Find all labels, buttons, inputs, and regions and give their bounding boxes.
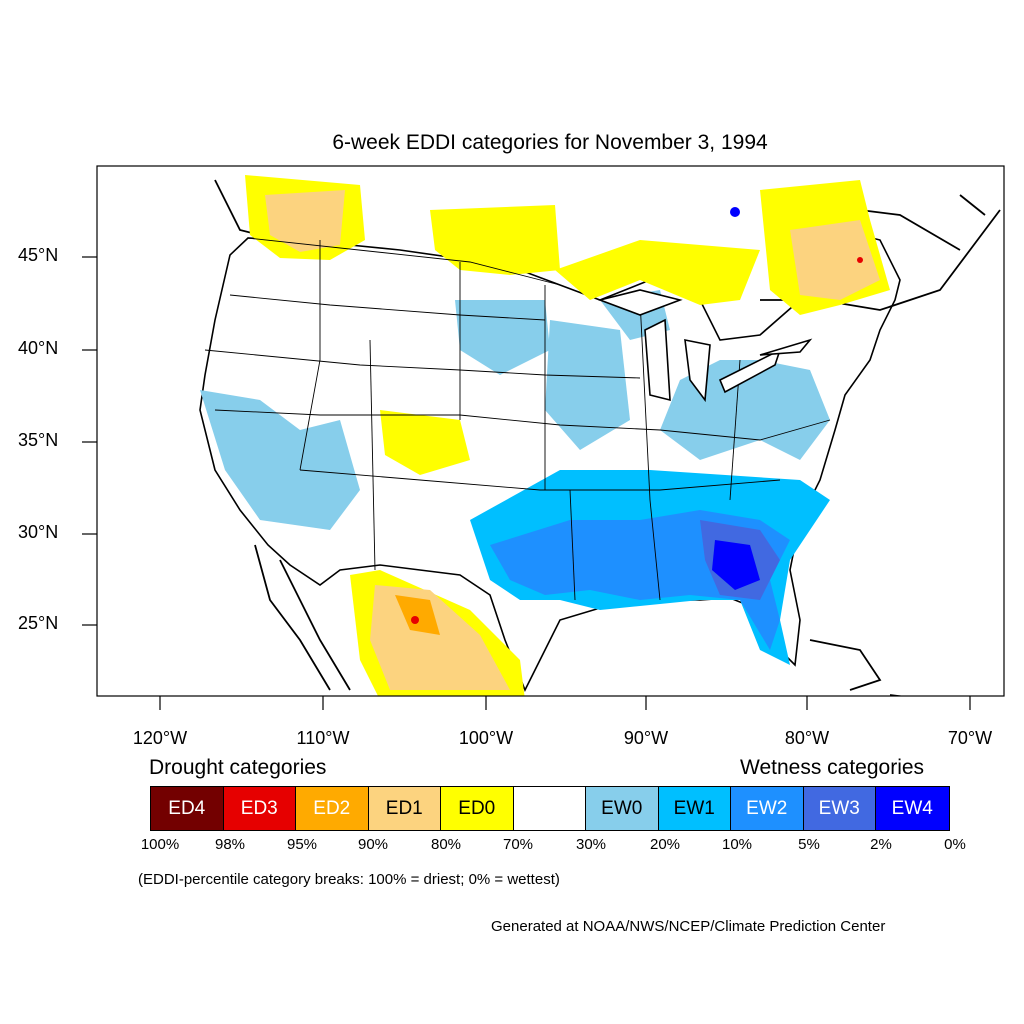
break-label: 90% (357, 836, 389, 853)
category-note: (EDDI-percentile category breaks: 100% =… (138, 871, 560, 888)
break-label: 95% (286, 836, 318, 853)
break-label: 30% (575, 836, 607, 853)
credit-line: Generated at NOAA/NWS/NCEP/Climate Predi… (491, 918, 886, 935)
legend-ew2: EW2 (731, 787, 804, 830)
break-label: 80% (430, 836, 462, 853)
break-label: 100% (140, 836, 180, 853)
lat-ticks (82, 256, 97, 626)
mexico-coast (254, 544, 351, 691)
legend-ed0: ED0 (441, 787, 514, 830)
lat-label-45: 45°N (18, 245, 59, 265)
break-label: 2% (870, 836, 892, 853)
legend-ed3: ED3 (223, 787, 296, 830)
break-label: 10% (721, 836, 753, 853)
map-content (199, 175, 1001, 696)
legend-ed4: ED4 (151, 787, 224, 830)
lon-label-100: 100°W (458, 728, 514, 748)
lat-label-25: 25°N (18, 613, 59, 633)
break-label: 0% (944, 836, 966, 853)
lat-label-40: 40°N (18, 338, 59, 358)
lon-label-80: 80°W (784, 728, 830, 748)
legend-ew3: EW3 (803, 787, 876, 830)
break-label: 20% (649, 836, 681, 853)
lon-ticks (159, 696, 971, 710)
break-label: 70% (502, 836, 534, 853)
great-lakes (597, 289, 813, 403)
break-label: 98% (214, 836, 246, 853)
legend-ew4: EW4 (876, 787, 949, 830)
legend-ed2: ED2 (296, 787, 369, 830)
lat-label-30: 30°N (18, 522, 59, 542)
drought-areas (245, 175, 890, 696)
lon-label-110: 110°W (296, 728, 350, 748)
break-label: 5% (798, 836, 820, 853)
lon-label-90: 90°W (623, 728, 669, 748)
state-boundaries (204, 237, 831, 601)
legend-ed1: ED1 (368, 787, 441, 830)
drought-heading: Drought categories (149, 756, 327, 779)
map-frame (96, 165, 1005, 697)
lon-label-120: 120°W (132, 728, 188, 748)
wetness-heading: Wetness categories (740, 756, 925, 779)
legend-neutral (513, 787, 586, 830)
legend-ew1: EW1 (658, 787, 731, 830)
category-legend: ED4 ED3 ED2 ED1 ED0 EW0 EW1 EW2 EW3 EW4 (150, 786, 950, 831)
legend-ew0: EW0 (586, 787, 659, 830)
lat-label-35: 35°N (18, 430, 59, 450)
lon-label-70: 70°W (947, 728, 993, 748)
map-title: 6-week EDDI categories for November 3, 1… (332, 131, 768, 154)
